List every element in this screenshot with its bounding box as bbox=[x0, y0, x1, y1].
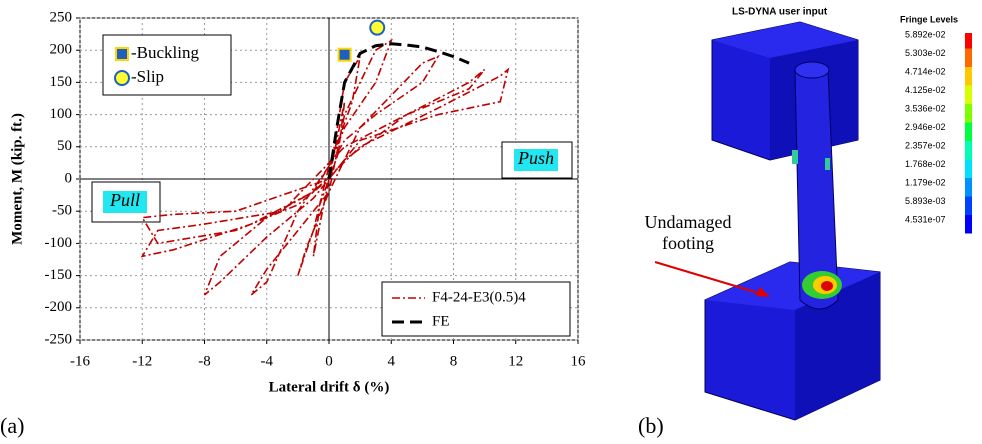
x-tick-label: 4 bbox=[388, 353, 396, 369]
annotation: footing bbox=[662, 233, 714, 253]
y-tick-label: 150 bbox=[50, 74, 73, 90]
panel-label: (b) bbox=[638, 413, 664, 438]
fringe-level: 4.125e-02 bbox=[905, 85, 946, 95]
legend-label: F4-24-E3(0.5)4 bbox=[432, 289, 526, 305]
annotation: Pull bbox=[109, 190, 140, 210]
x-tick-label: 8 bbox=[450, 353, 458, 369]
x-tick-label: 12 bbox=[508, 353, 523, 369]
y-tick-label: -100 bbox=[45, 235, 73, 251]
fringe-level: 1.768e-02 bbox=[905, 159, 946, 169]
y-tick-label: 100 bbox=[50, 106, 73, 122]
fringe-swatch bbox=[965, 215, 972, 234]
annotation: Undamaged bbox=[645, 212, 732, 232]
y-tick-label: 0 bbox=[65, 170, 73, 186]
marker bbox=[370, 21, 384, 35]
legend-marker bbox=[115, 71, 129, 85]
fringe-level: 3.536e-02 bbox=[905, 103, 946, 113]
y-tick-label: -150 bbox=[45, 267, 73, 283]
fringe-swatch bbox=[965, 104, 972, 123]
page: (a) (b) LS-DYNA user input Fringe Levels… bbox=[0, 0, 982, 444]
x-tick-label: 0 bbox=[325, 353, 333, 369]
x-tick-label: 16 bbox=[571, 353, 587, 369]
x-tick-label: -4 bbox=[261, 353, 274, 369]
fringe-level: 5.303e-02 bbox=[905, 48, 946, 58]
fringe-level: 1.179e-02 bbox=[905, 177, 946, 187]
fringe-swatch bbox=[965, 141, 972, 160]
y-tick-label: 250 bbox=[50, 9, 73, 25]
x-tick-label: -8 bbox=[198, 353, 211, 369]
annotation: Push bbox=[517, 148, 554, 168]
fringe-level: 4.531e-07 bbox=[905, 214, 946, 224]
legend-label: FE bbox=[432, 313, 450, 329]
fringe-swatch bbox=[965, 49, 972, 68]
x-tick-label: -16 bbox=[70, 353, 90, 369]
x-axis-label: Lateral drift δ (%) bbox=[269, 379, 390, 395]
fe-title: LS-DYNA user input bbox=[732, 7, 828, 18]
fringe-level: 2.946e-02 bbox=[905, 122, 946, 132]
fringe-swatch bbox=[965, 197, 972, 216]
fringe-swatch bbox=[965, 160, 972, 179]
fringe-level: 4.714e-02 bbox=[905, 66, 946, 76]
legend-marker bbox=[116, 48, 128, 60]
y-tick-label: -250 bbox=[45, 331, 73, 347]
fringe-swatch bbox=[965, 86, 972, 105]
fringe-swatch bbox=[965, 178, 972, 197]
fringe-title: Fringe Levels bbox=[900, 14, 958, 24]
legend-label: -Slip bbox=[131, 67, 164, 86]
panel-label: (a) bbox=[0, 413, 24, 438]
y-tick-label: 50 bbox=[57, 138, 72, 154]
line bbox=[329, 44, 469, 179]
y-tick-label: 200 bbox=[50, 42, 73, 58]
fringe-level: 2.357e-02 bbox=[905, 140, 946, 150]
y-tick-label: -200 bbox=[45, 299, 73, 315]
figure: (a) (b) LS-DYNA user input Fringe Levels… bbox=[0, 0, 982, 444]
fringe-swatch bbox=[965, 67, 972, 86]
x-tick-label: -12 bbox=[132, 353, 152, 369]
y-tick-label: -50 bbox=[52, 203, 72, 219]
fringe-level: 5.892e-02 bbox=[905, 29, 946, 39]
legend-label: -Buckling bbox=[131, 43, 199, 62]
fringe-level: 5.893e-03 bbox=[905, 196, 946, 206]
y-axis-label: Moment, M (kip. ft.) bbox=[9, 113, 25, 245]
fringe-swatch bbox=[965, 123, 972, 142]
marker bbox=[339, 49, 351, 61]
